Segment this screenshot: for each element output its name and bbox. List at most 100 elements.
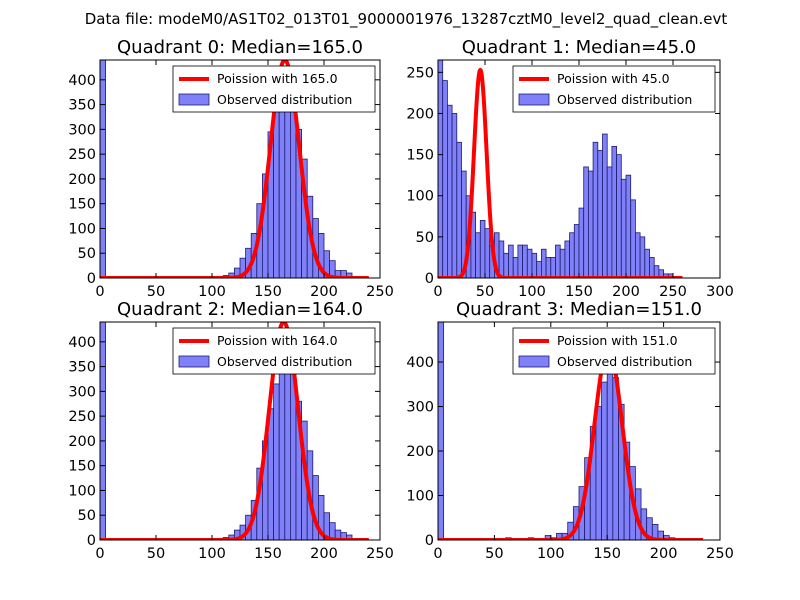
legend-bar-swatch — [518, 93, 550, 106]
y-tick-label: 350 — [68, 98, 96, 114]
y-tick-label: 50 — [78, 246, 96, 262]
quadrant-1-plot: Quadrant 1: Median=45.0 0 50 100 150 200 250 30… — [406, 37, 734, 300]
x-tick-label: 300 — [706, 284, 734, 300]
x-tick-label: 0 — [95, 546, 104, 562]
x-tick-label: 250 — [706, 546, 734, 562]
quadrant-3-frame — [437, 321, 721, 541]
x-tick-label: 200 — [612, 284, 640, 300]
histogram-bar — [484, 228, 491, 278]
x-tick-label: 100 — [198, 284, 226, 300]
y-tick-label: 150 — [68, 459, 96, 475]
x-tick-label: 250 — [366, 546, 394, 562]
x-tick-label: 0 — [433, 546, 442, 562]
x-tick-label: 100 — [518, 284, 546, 300]
legend-label-poisson: Poission with 151.0 — [557, 333, 678, 348]
y-tick-label: 400 — [406, 355, 434, 371]
y-tick-label: 350 — [68, 360, 96, 376]
x-tick-label: 250 — [366, 284, 394, 300]
histogram-bar — [526, 248, 533, 278]
x-tick-label: 200 — [310, 284, 338, 300]
quadrant-0-plot: Quadrant 0: Median=165.0 0 50 100 150 200 250 0… — [68, 37, 394, 300]
histogram-bar — [606, 166, 613, 278]
histogram-bar — [578, 207, 585, 278]
histogram-bar — [273, 383, 280, 540]
poisson-curve — [438, 67, 684, 278]
legend-label-observed: Observed distribution — [557, 354, 692, 369]
histogram-bar — [601, 381, 608, 540]
y-tick-label: 100 — [406, 189, 434, 205]
x-tick-label: 250 — [659, 284, 687, 300]
y-tick-label: 0 — [87, 271, 96, 287]
histogram-bar — [545, 257, 552, 278]
quadrant-0-title: Quadrant 0: Median=165.0 — [117, 37, 363, 58]
histogram-bar — [451, 113, 458, 278]
legend-box — [172, 65, 376, 113]
x-tick-label: 50 — [147, 284, 165, 300]
legend-bar-swatch — [518, 355, 550, 368]
histogram-bar — [625, 174, 632, 278]
histogram-bar — [649, 257, 655, 278]
quadrant-2-legend: Poission with 164.0 Observed distribution — [172, 327, 376, 375]
quadrant-2-frame — [99, 321, 381, 541]
histogram-bar — [345, 534, 353, 540]
y-tick-label: 250 — [68, 409, 96, 425]
y-tick-label: 0 — [87, 533, 96, 549]
histogram-bar — [456, 141, 462, 278]
histogram-bar — [284, 99, 291, 278]
histogram-bar — [446, 104, 453, 278]
histogram-bar — [512, 257, 519, 278]
histogram-bar — [498, 240, 505, 278]
legend-label-observed: Observed distribution — [557, 92, 692, 107]
histogram-bar — [517, 244, 524, 278]
y-tick-label: 0 — [425, 271, 434, 287]
histogram-bar — [438, 322, 445, 540]
quadrant-3-plot: Quadrant 3: Median=151.0 0 50 100 150 200 250 0… — [406, 299, 734, 562]
histogram-bar — [479, 220, 486, 278]
x-tick-label: 0 — [433, 284, 442, 300]
histogram-bar — [583, 166, 589, 278]
histogram-bar — [508, 244, 514, 278]
x-tick-label: 150 — [254, 284, 282, 300]
x-tick-label: 50 — [476, 284, 494, 300]
y-tick-label: 100 — [68, 483, 96, 499]
x-tick-label: 150 — [593, 546, 621, 562]
y-tick-label: 250 — [68, 147, 96, 163]
y-tick-label: 300 — [68, 122, 96, 138]
y-tick-label: 250 — [406, 65, 434, 81]
x-tick-label: 150 — [254, 546, 282, 562]
x-tick-label: 150 — [565, 284, 593, 300]
quadrant-2-title: Quadrant 2: Median=164.0 — [117, 299, 363, 320]
y-tick-label: 50 — [416, 230, 434, 246]
suptitle: Data file: modeM0/AS1T02_013T01_90000019… — [85, 10, 728, 29]
histogram-bar — [602, 133, 608, 278]
histogram-bar — [555, 244, 561, 278]
histogram-bar — [503, 252, 509, 278]
histogram-bar — [569, 232, 575, 278]
x-tick-label: 0 — [95, 284, 104, 300]
y-tick-label: 150 — [406, 148, 434, 164]
histogram-bar — [442, 80, 448, 278]
x-tick-label: 200 — [310, 546, 338, 562]
histogram-bar — [620, 178, 627, 278]
legend-label-poisson: Poission with 45.0 — [557, 71, 670, 86]
histogram-bar — [592, 141, 599, 278]
x-tick-label: 200 — [650, 546, 678, 562]
histogram-bar — [100, 322, 106, 540]
histogram-bar — [639, 236, 646, 278]
y-tick-label: 150 — [68, 197, 96, 213]
histogram-bar — [559, 248, 566, 278]
legend-label-observed: Observed distribution — [217, 354, 352, 369]
x-tick-label: 100 — [198, 546, 226, 562]
quadrant-1-legend: Poission with 45.0 Observed distribution — [512, 65, 716, 113]
histogram-bar — [531, 252, 538, 278]
y-tick-label: 200 — [406, 106, 434, 122]
histogram-bar — [630, 199, 636, 278]
histogram-bar — [475, 232, 481, 278]
y-tick-label: 200 — [68, 172, 96, 188]
quadrant-0-legend: Poission with 165.0 Observed distribution — [172, 65, 376, 113]
legend-bar-swatch — [178, 355, 210, 368]
quadrant-0-frame — [99, 59, 381, 279]
x-tick-label: 100 — [537, 546, 565, 562]
histogram-bar — [644, 248, 650, 278]
